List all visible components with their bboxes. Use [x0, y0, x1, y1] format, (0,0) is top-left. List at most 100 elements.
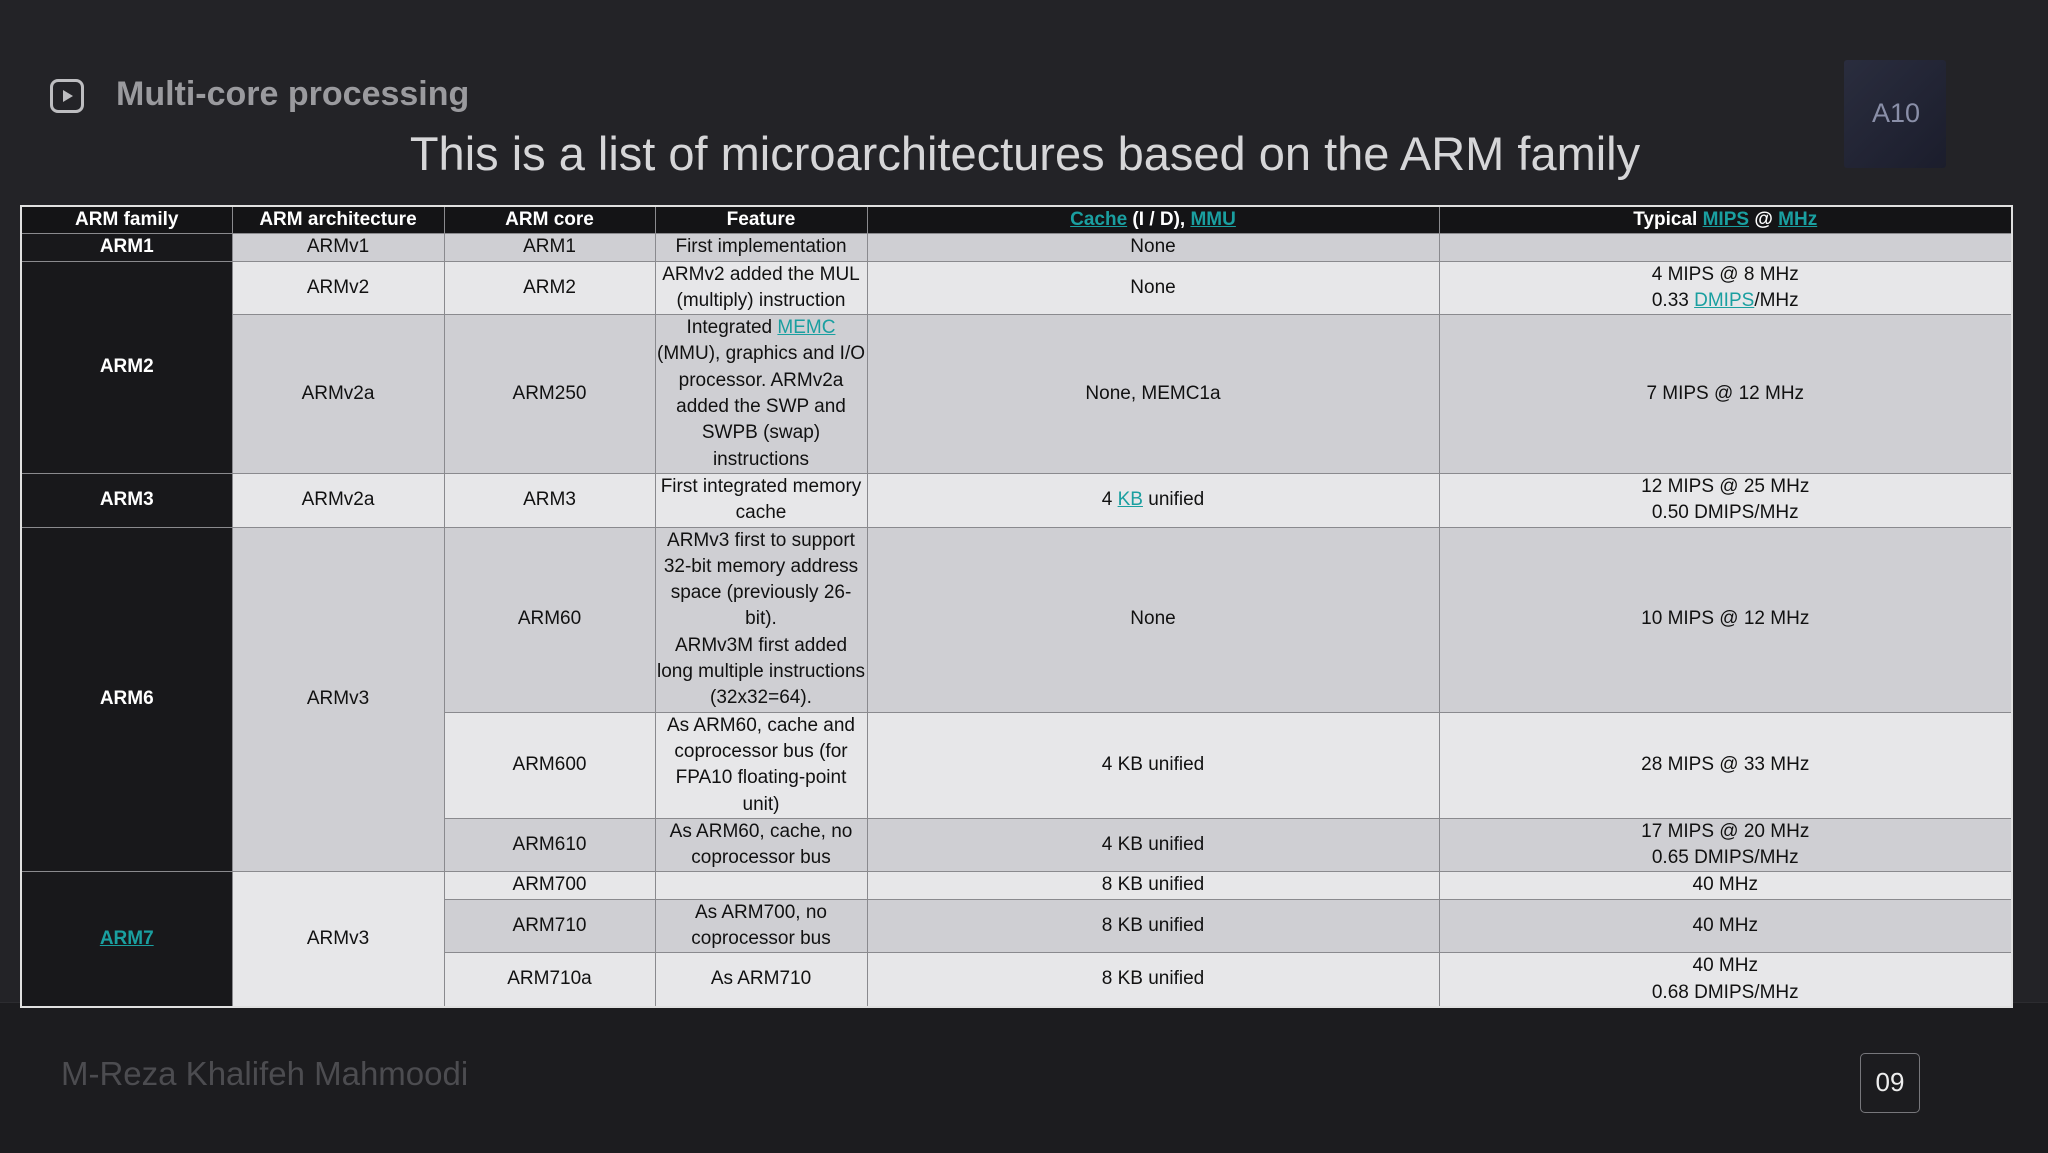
cell-text: First implementation — [675, 236, 847, 258]
architecture-cell: ARMv2a — [231, 314, 445, 474]
cache-cell: None — [866, 233, 1440, 262]
link[interactable]: DMIPS — [1694, 289, 1755, 311]
feature-cell: ARMv3 first to support 32-bit memory add… — [654, 526, 868, 713]
mips-cell: 10 MIPS @ 12 MHz — [1438, 526, 2013, 713]
mips-cell: 12 MIPS @ 25 MHz 0.50 DMIPS/MHz — [1438, 472, 2013, 528]
cell-text: 10 MIPS @ 12 MHz — [1641, 608, 1810, 630]
cell-text: First integrated memory cache — [660, 475, 862, 524]
cell-text: ARMv3 first to support 32-bit memory add… — [663, 529, 859, 630]
cell-text: 4 KB unified — [1101, 754, 1205, 776]
cell-text: ARM2 — [523, 276, 576, 298]
link[interactable]: ARM7 — [99, 928, 154, 950]
mips-cell: 4 MIPS @ 8 MHz 0.33 DMIPS/MHz — [1438, 260, 2013, 316]
author: M-Reza Khalifeh Mahmoodi — [61, 1055, 469, 1092]
column-header: ARM family — [20, 205, 233, 235]
family-cell: ARM1 — [20, 233, 233, 262]
cell-text: 7 MIPS @ 12 MHz — [1646, 382, 1805, 404]
cell-line: 0.65 DMIPS/MHz — [1440, 845, 2011, 871]
cell-line: 0.68 DMIPS/MHz — [1440, 980, 2011, 1006]
feature-cell: Integrated MEMC (MMU), graphics and I/O … — [654, 314, 868, 474]
column-header: ARM core — [443, 205, 656, 235]
cell-text: @ — [1749, 209, 1779, 230]
cell-line: 0.50 DMIPS/MHz — [1440, 500, 2011, 526]
family-cell: ARM2 — [20, 260, 233, 474]
header-row: ARM family ARM architecture ARM core Featur… — [20, 205, 2013, 235]
family-cell: ARM7 — [20, 871, 233, 1008]
core-cell: ARM60 — [443, 526, 656, 713]
cell-text: ARM6 — [99, 688, 154, 710]
cell-text: ARM610 — [512, 833, 587, 855]
link[interactable]: Cache — [1070, 209, 1128, 230]
link[interactable]: MEMC — [777, 317, 836, 339]
cell-text: ARMv3 — [306, 928, 370, 950]
cell-text: Integrated — [686, 317, 778, 339]
cell-text: ARM family — [75, 209, 179, 230]
family-cell: ARM6 — [20, 526, 233, 873]
mips-cell: 28 MIPS @ 33 MHz — [1438, 711, 2013, 819]
core-cell: ARM2 — [443, 260, 656, 316]
cell-text: None — [1130, 276, 1176, 298]
table-row: ARM2 ARMv2 ARM2 ARMv2 added the MUL (multip… — [20, 260, 2013, 474]
cell-text: None — [1130, 236, 1176, 258]
play-glyph — [63, 90, 73, 102]
cell-text: None, MEMC1a — [1085, 382, 1221, 404]
feature-cell: First implementation — [654, 233, 868, 262]
cell-line: 4 MIPS @ 8 MHz — [1440, 262, 2011, 288]
cell-text: ARM250 — [512, 382, 587, 404]
cell-text: 40 MHz — [1692, 874, 1758, 896]
architecture-cell: ARMv1 — [231, 233, 445, 262]
cell-line: 0.33 DMIPS/MHz — [1440, 288, 2011, 314]
feature-cell: As ARM60, cache, no coprocessor bus — [654, 817, 868, 873]
family-cell: ARM3 — [20, 472, 233, 528]
cell-text: ARMv2 added the MUL (multiply) instructi… — [662, 263, 860, 311]
slide-title: This is a list of microarchitectures bas… — [409, 127, 1641, 180]
core-cell: ARM250 — [443, 314, 656, 474]
cache-cell: None — [866, 526, 1440, 713]
link[interactable]: MMU — [1190, 209, 1236, 230]
link[interactable]: MHz — [1778, 209, 1818, 230]
cache-cell: 4 KB unified — [866, 472, 1440, 528]
column-header: Typical MIPS @ MHz — [1438, 205, 2013, 235]
cell-text: 8 KB unified — [1101, 914, 1205, 936]
cell-text: ARM1 — [99, 236, 154, 258]
table-row: ARM6 ARMv3 ARM60 ARMv3 first to support 32-… — [20, 526, 2013, 873]
page-number: 09 — [1860, 1053, 1920, 1113]
link[interactable]: MIPS — [1702, 209, 1750, 230]
feature-cell: ARMv2 added the MUL (multiply) instructi… — [654, 260, 868, 316]
cache-cell: 8 KB unified — [866, 952, 1440, 1008]
architecture-cell: ARMv2 — [231, 260, 445, 316]
cache-cell: 4 KB unified — [866, 711, 1440, 819]
core-cell: ARM1 — [443, 233, 656, 262]
feature-cell — [654, 871, 868, 900]
mips-cell: 40 MHz 0.68 DMIPS/MHz — [1438, 952, 2013, 1008]
core-cell: ARM600 — [443, 711, 656, 819]
cell-line: 4 KB unified — [868, 487, 1438, 513]
cell-text: ARM710a — [507, 968, 592, 990]
cell-text: None — [1130, 608, 1176, 630]
cell-text: 8 KB unified — [1101, 968, 1205, 990]
core-cell: ARM3 — [443, 472, 656, 528]
chip-image: A10 — [1844, 60, 1946, 168]
mips-cell: 7 MIPS @ 12 MHz — [1438, 314, 2013, 474]
cell-line: 12 MIPS @ 25 MHz — [1440, 474, 2011, 500]
cell-text: ARM3 — [99, 489, 154, 511]
cell-text: ARMv2 — [306, 276, 370, 298]
cell-text: 40 MHz — [1692, 914, 1758, 936]
cell-text: 17 MIPS @ 20 MHz — [1641, 820, 1810, 842]
cache-cell: 4 KB unified — [866, 817, 1440, 873]
cell-text: 4 KB unified — [1101, 833, 1205, 855]
link[interactable]: KB — [1117, 489, 1143, 511]
feature-cell: As ARM700, no coprocessor bus — [654, 898, 868, 954]
play-icon[interactable] — [50, 79, 84, 113]
table-row: ARM610 As ARM60, cache, no coprocessor bu… — [21, 817, 2013, 873]
column-header: Feature — [654, 205, 868, 235]
cell-text: ARM710 — [512, 914, 587, 936]
cell-line: Integrated MEMC (MMU), graphics and I/O … — [656, 316, 866, 473]
core-cell: ARM710 — [443, 898, 656, 954]
cell-text: ARM60 — [517, 608, 582, 630]
cell-text: ARM1 — [523, 236, 576, 258]
feature-cell: First integrated memory cache — [654, 472, 868, 528]
mips-cell: 17 MIPS @ 20 MHz 0.65 DMIPS/MHz — [1438, 817, 2013, 873]
arm-table: ARM family ARM architecture ARM core Featur… — [20, 205, 2013, 1008]
